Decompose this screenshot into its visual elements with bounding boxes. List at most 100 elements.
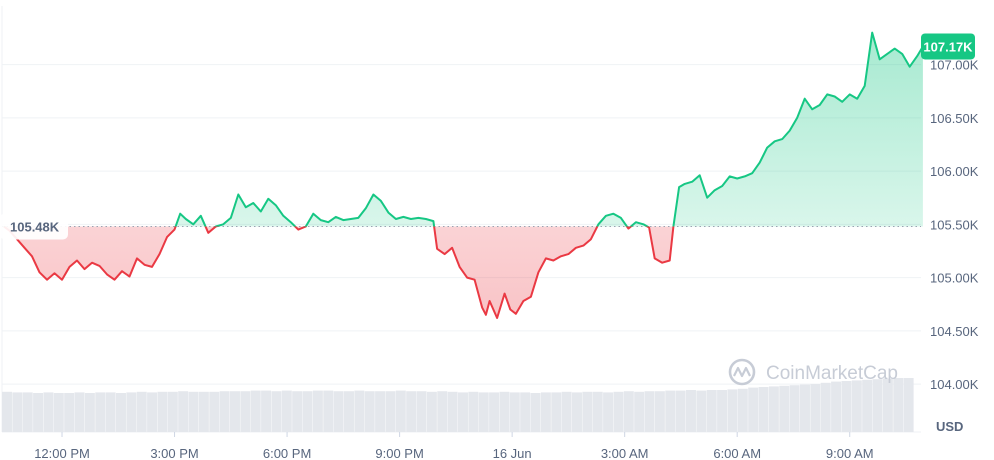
- y-axis: 107.00K 106.50K 106.00K 105.50K 105.00K 104.5…: [930, 58, 979, 393]
- area-above-baseline: [175, 32, 923, 227]
- x-tick-label: 6:00 PM: [263, 446, 311, 460]
- volume-bar: [53, 393, 64, 432]
- volume-bar: [737, 388, 748, 432]
- volume-bar: [167, 391, 178, 432]
- volume-bars: [2, 378, 914, 432]
- volume-bar: [178, 391, 189, 432]
- volume-bar: [540, 392, 551, 432]
- volume-bar: [872, 379, 883, 432]
- volume-bar: [582, 391, 593, 432]
- volume-bar: [748, 387, 759, 432]
- price-area: [3, 32, 923, 318]
- volume-bar: [395, 390, 406, 432]
- volume-bar: [561, 391, 572, 432]
- volume-bar: [426, 391, 437, 432]
- currency-unit-label: USD: [936, 419, 963, 434]
- x-tick-label: 9:00 AM: [826, 446, 874, 460]
- volume-bar: [478, 392, 489, 432]
- volume-bar: [157, 391, 168, 432]
- volume-bar: [84, 393, 95, 432]
- volume-bar: [250, 390, 261, 432]
- volume-bar: [95, 392, 106, 432]
- volume-bar: [634, 391, 645, 432]
- volume-bar: [385, 391, 396, 432]
- volume-bar: [323, 390, 334, 432]
- volume-bar: [375, 391, 386, 432]
- volume-bar: [364, 391, 375, 432]
- x-tick-label: 16 Jun: [493, 446, 532, 460]
- watermark-text: CoinMarketCap: [766, 363, 898, 384]
- volume-bar: [509, 392, 520, 432]
- volume-bar: [893, 378, 904, 432]
- x-tick-label: 6:00 AM: [713, 446, 761, 460]
- volume-bar: [779, 385, 790, 432]
- volume-bar: [458, 392, 468, 432]
- volume-bar: [706, 390, 717, 432]
- y-tick-label: 105.00K: [930, 271, 979, 286]
- volume-bar: [644, 391, 655, 432]
- volume-bar: [74, 392, 85, 432]
- volume-bar: [188, 391, 199, 432]
- volume-bar: [800, 384, 810, 432]
- volume-bar: [33, 393, 44, 432]
- volume-bar: [147, 392, 158, 432]
- volume-bar: [416, 391, 427, 432]
- volume-bar: [603, 392, 614, 432]
- volume-bar: [686, 390, 696, 432]
- volume-bar: [437, 391, 448, 432]
- volume-bar: [406, 391, 417, 432]
- volume-bar: [572, 392, 582, 432]
- volume-bar: [851, 380, 862, 432]
- volume-bar: [344, 391, 354, 432]
- volume-bar: [665, 390, 676, 432]
- volume-bar: [810, 384, 821, 432]
- volume-bar: [696, 390, 707, 432]
- current-price-text: 107.17K: [923, 39, 973, 54]
- volume-bar: [333, 391, 344, 432]
- coinmarketcap-logo-icon: [728, 358, 756, 386]
- volume-bar: [789, 385, 800, 432]
- price-line-up: [3, 31, 924, 227]
- volume-bar: [820, 382, 831, 432]
- volume-bar: [862, 379, 873, 432]
- x-tick-label: 12:00 PM: [34, 446, 90, 460]
- y-tick-label: 106.50K: [930, 111, 979, 126]
- volume-bar: [623, 391, 634, 432]
- volume-bar: [489, 392, 500, 432]
- volume-bar: [675, 390, 686, 432]
- volume-bar: [831, 381, 842, 432]
- volume-bar: [717, 390, 728, 432]
- volume-bar: [116, 393, 126, 432]
- volume-bar: [22, 392, 33, 432]
- volume-bar: [592, 391, 603, 432]
- x-tick-label: 3:00 PM: [150, 446, 198, 460]
- current-price-label: 107.17K: [921, 33, 975, 60]
- volume-bar: [903, 378, 914, 432]
- y-tick-label: 104.00K: [930, 377, 979, 392]
- volume-bar: [261, 390, 272, 432]
- volume-bar: [758, 387, 769, 432]
- y-tick-label: 107.00K: [930, 58, 979, 73]
- volume-bar: [126, 392, 137, 432]
- volume-bar: [136, 391, 147, 432]
- volume-bar: [882, 378, 893, 432]
- volume-bar: [240, 391, 251, 432]
- volume-bar: [468, 391, 479, 432]
- volume-bar: [312, 390, 323, 432]
- volume-bar: [530, 393, 541, 432]
- volume-bar: [354, 390, 365, 432]
- y-tick-label: 105.50K: [930, 217, 979, 232]
- volume-bar: [447, 391, 458, 432]
- volume-bar: [841, 381, 852, 432]
- volume-bar: [520, 392, 531, 432]
- x-tick-label: 9:00 PM: [375, 446, 423, 460]
- volume-bar: [105, 392, 116, 432]
- x-axis: 12:00 PM 3:00 PM 6:00 PM 9:00 PM 16 Jun 3:00 …: [34, 432, 874, 460]
- volume-bar: [768, 386, 779, 432]
- volume-bar: [219, 391, 230, 432]
- volume-bar: [727, 389, 738, 432]
- volume-bar: [12, 392, 23, 432]
- volume-bar: [2, 391, 12, 432]
